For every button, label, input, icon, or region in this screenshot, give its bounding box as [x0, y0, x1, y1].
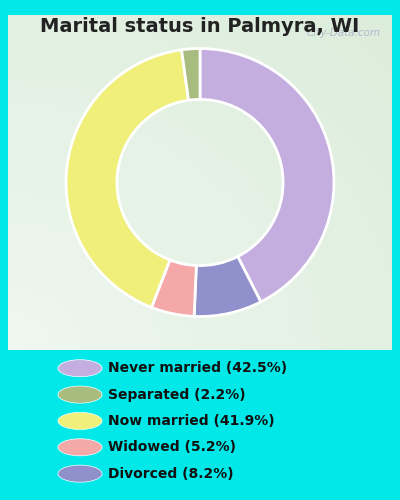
Wedge shape: [194, 256, 261, 316]
Text: City-Data.com: City-Data.com: [306, 28, 380, 38]
Text: Marital status in Palmyra, WI: Marital status in Palmyra, WI: [40, 18, 360, 36]
Circle shape: [58, 412, 102, 430]
Wedge shape: [200, 48, 334, 302]
Wedge shape: [66, 50, 188, 308]
Text: Separated (2.2%): Separated (2.2%): [108, 388, 246, 402]
Circle shape: [58, 360, 102, 377]
Wedge shape: [152, 260, 196, 316]
Circle shape: [58, 439, 102, 456]
Wedge shape: [182, 48, 200, 100]
Text: Divorced (8.2%): Divorced (8.2%): [108, 466, 234, 480]
Circle shape: [58, 465, 102, 482]
Text: Now married (41.9%): Now married (41.9%): [108, 414, 275, 428]
Text: Widowed (5.2%): Widowed (5.2%): [108, 440, 236, 454]
Circle shape: [58, 386, 102, 403]
Text: Never married (42.5%): Never married (42.5%): [108, 361, 287, 375]
